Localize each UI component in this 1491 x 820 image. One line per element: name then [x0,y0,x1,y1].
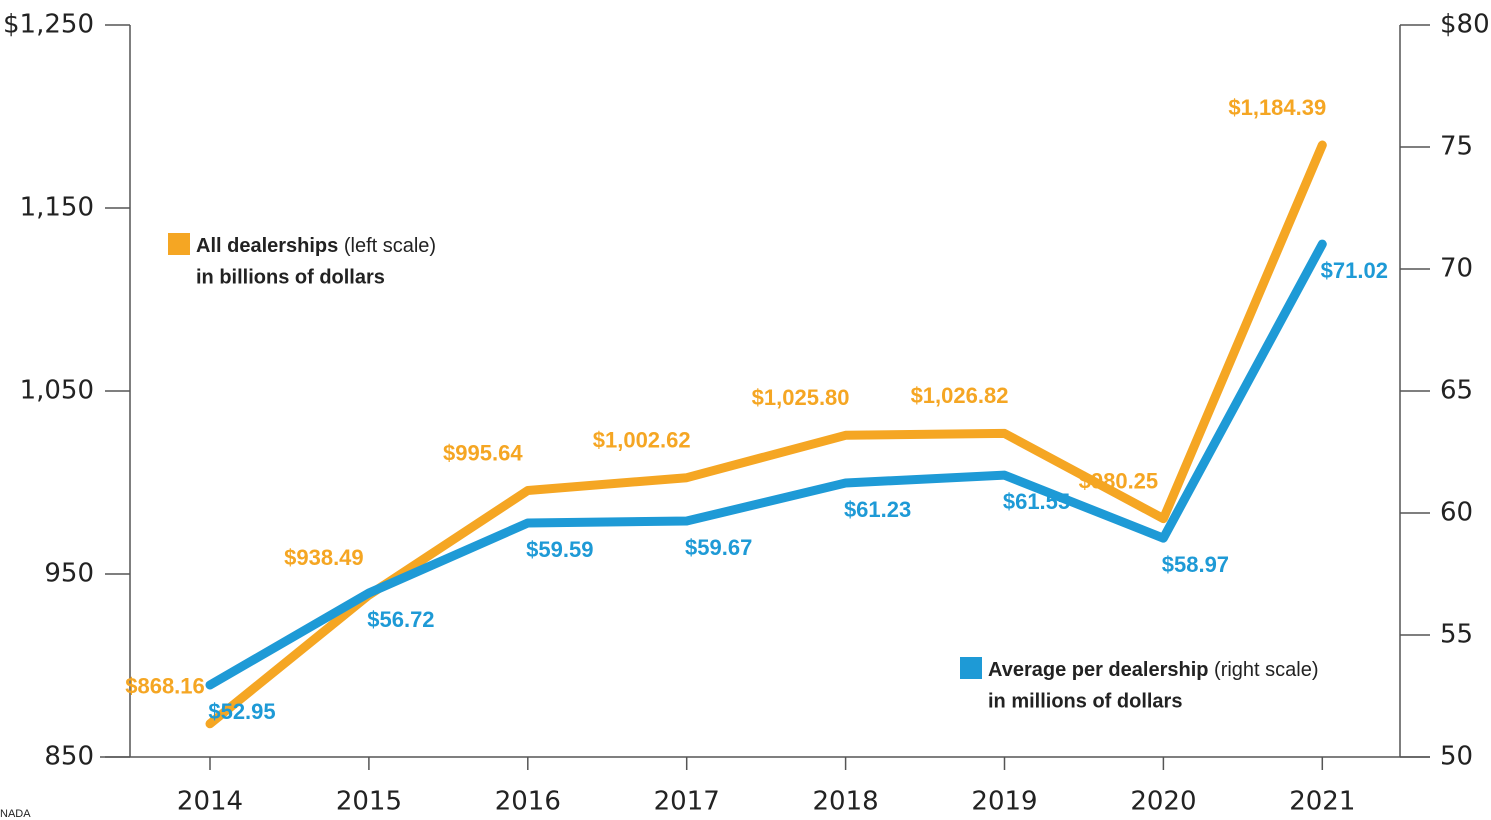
legend-swatch [168,233,190,255]
legend-unit-note: in billions of dollars [196,266,385,288]
data-label: $71.02 [1321,258,1388,283]
legend-scale-note: (right scale) [1214,659,1318,681]
data-label: $1,002.62 [593,428,691,453]
data-label: $56.72 [367,607,434,632]
x-tick-label: 2016 [495,787,561,817]
legend-label: Average per dealership (right scale) [988,659,1319,681]
data-label: $980.25 [1079,468,1159,493]
line-series [205,140,1327,729]
y2-tick-label: 70 [1440,254,1473,284]
data-label: $59.67 [685,535,752,560]
data-label: $59.59 [526,537,593,562]
legend-label: All dealerships (left scale) [196,235,436,257]
data-label: $52.95 [208,699,275,724]
legend-name: All dealerships [196,235,338,257]
line-series [205,239,1327,690]
data-label: $995.64 [443,440,523,465]
source: NADA [0,808,31,820]
data-label: $58.97 [1162,552,1229,577]
y2-tick-label: 65 [1440,376,1473,406]
legend-scale-note: (left scale) [344,235,436,257]
y2-tick-label: 75 [1440,132,1473,162]
y2-tick-label: $80 [1440,10,1490,40]
legend-unit-note: in millions of dollars [988,690,1182,712]
y-tick-label: 1,150 [20,193,94,223]
x-tick-label: 2017 [654,787,720,817]
data-label: $868.16 [125,674,205,699]
y-tick-label: 950 [44,559,94,589]
y-tick-label: $1,250 [3,10,94,40]
data-label: $938.49 [284,545,364,570]
y2-tick-label: 60 [1440,498,1473,528]
y2-tick-label: 50 [1440,742,1473,772]
x-tick-label: 2015 [336,787,402,817]
data-label: $1,025.80 [752,385,850,410]
y-tick-label: 1,050 [20,376,94,406]
y-tick-label: 850 [44,742,94,772]
x-tick-label: 2019 [971,787,1037,817]
y2-tick-label: 55 [1440,620,1473,650]
data-label: $1,026.82 [911,383,1009,408]
legend-swatch [960,657,982,679]
x-tick-label: 2021 [1289,787,1355,817]
data-label: $1,184.39 [1228,95,1326,120]
x-tick-label: 2014 [177,787,243,817]
x-tick-label: 2020 [1130,787,1196,817]
legend-name: Average per dealership [988,659,1208,681]
x-tick-label: 2018 [813,787,879,817]
data-label: $61.55 [1003,489,1070,514]
data-label: $61.23 [844,497,911,522]
